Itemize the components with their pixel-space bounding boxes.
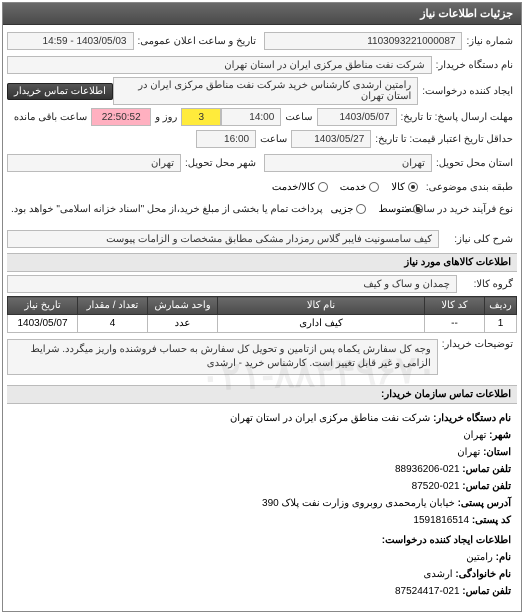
deadline-time: 14:00: [221, 108, 281, 126]
goods-group-label: گروه کالا:: [457, 279, 517, 290]
table-header-row: ردیف کد کالا نام کالا واحد شمارش تعداد /…: [8, 297, 517, 315]
panel-title: جزئیات اطلاعات نیاز: [3, 3, 521, 25]
creator-label: ایجاد کننده درخواست:: [418, 86, 517, 97]
name-v: رامتین: [466, 552, 493, 563]
delivery-province: تهران: [264, 154, 432, 172]
subject-group-label: طبقه بندی موضوعی:: [422, 182, 517, 193]
pub-value: 1403/05/03 - 14:59: [7, 32, 134, 50]
remain-time: 22:50:52: [91, 108, 151, 126]
td-rowno: 1: [485, 315, 517, 333]
fax-v: 021-87520: [412, 481, 460, 492]
radio-kala-khedmat-label: کالا/خدمت: [272, 182, 315, 193]
td-code: --: [425, 315, 485, 333]
niaz-no-label: شماره نیاز:: [462, 36, 517, 47]
th-date: تاریخ نیاز: [8, 297, 78, 315]
buyer-desc-label: توضیحات خریدار:: [438, 339, 517, 350]
radio-motavaset[interactable]: [413, 204, 423, 214]
validity-label: حداقل تاریخ اعتبار قیمت: تا تاریخ:: [371, 134, 517, 145]
contact-section: نام دستگاه خریدار: شرکت نفت مناطق مرکزی …: [7, 404, 517, 607]
creator-field: رامتین ارشدی کارشناس خرید شرکت نفت مناطق…: [113, 77, 418, 105]
process-radios: متوسط جزیی: [327, 202, 427, 217]
province-v: تهران: [457, 447, 480, 458]
addr-k: آدرس پستی:: [458, 498, 511, 509]
family-v: ارشدی: [424, 569, 453, 580]
contact-section-title: اطلاعات تماس سازمان خریدار:: [7, 385, 517, 404]
validity-time: 16:00: [196, 130, 256, 148]
city-v: تهران: [463, 430, 486, 441]
goods-section-title: اطلاعات کالاهای مورد نیاز: [7, 253, 517, 272]
tel-k: تلفن تماس:: [462, 586, 511, 597]
delivery-province-label: استان محل تحویل:: [432, 158, 517, 169]
org-k: نام دستگاه خریدار:: [433, 413, 511, 424]
pub-label: تاریخ و ساعت اعلان عمومی:: [134, 36, 261, 47]
remain-days-label: روز و: [151, 112, 181, 123]
th-code: کد کالا: [425, 297, 485, 315]
th-qty: تعداد / مقدار: [78, 297, 148, 315]
req-creator-title: اطلاعات ایجاد کننده درخواست:: [13, 533, 511, 549]
post-v: 1591816514: [413, 515, 469, 526]
province-k: استان:: [483, 447, 511, 458]
fax-k: تلفن تماس:: [462, 481, 511, 492]
family-k: نام خانوادگی:: [455, 569, 511, 580]
th-name: نام کالا: [218, 297, 425, 315]
radio-jozi[interactable]: [356, 204, 366, 214]
delivery-city-label: شهر محل تحویل:: [181, 158, 260, 169]
niaz-details-panel: جزئیات اطلاعات نیاز شماره نیاز: 11030932…: [2, 2, 522, 612]
remain-days: 3: [181, 108, 221, 126]
radio-jozi-label: جزیی: [331, 204, 354, 215]
table-row[interactable]: 1 -- کیف اداری عدد 4 1403/05/07: [8, 315, 517, 333]
deadline-date: 1403/05/07: [317, 108, 397, 126]
radio-kala[interactable]: [408, 182, 418, 192]
td-qty: 4: [78, 315, 148, 333]
name-k: نام:: [496, 552, 511, 563]
goods-group-field: چمدان و ساک و کیف: [7, 275, 457, 293]
td-unit: عدد: [148, 315, 218, 333]
radio-motavaset-label: متوسط: [378, 204, 409, 215]
subject-group-radios: کالا خدمت کالا/خدمت: [268, 180, 422, 195]
buyer-contact-button[interactable]: اطلاعات تماس خریدار: [7, 83, 113, 100]
remain-suffix: ساعت باقی مانده: [10, 112, 91, 123]
addr-v: خیابان یارمحمدی روبروی وزارت نفت پلاک 39…: [262, 498, 455, 509]
deadline-time-label: ساعت: [281, 112, 316, 123]
radio-khedmat-label: خدمت: [340, 182, 367, 193]
org-v: شرکت نفت مناطق مرکزی ایران در استان تهرا…: [230, 413, 430, 424]
dastgah-field: شرکت نفت مناطق مرکزی ایران در استان تهرا…: [7, 56, 432, 74]
general-field: کیف سامسونیت فایبر گلاس رمزدار مشکی مطاب…: [7, 230, 439, 248]
phone-k: تلفن تماس:: [462, 464, 511, 475]
td-date: 1403/05/07: [8, 315, 78, 333]
validity-time-label: ساعت: [256, 134, 291, 145]
radio-khedmat[interactable]: [369, 182, 379, 192]
radio-kala-label: کالا: [391, 182, 405, 193]
dastgah-label: نام دستگاه خریدار:: [432, 60, 517, 71]
general-label: شرح کلی نیاز:: [439, 234, 517, 245]
td-name: کیف اداری: [218, 315, 425, 333]
tel-v: 021-87524417: [395, 586, 460, 597]
validity-date: 1403/05/27: [291, 130, 371, 148]
niaz-no-field: 1103093221000087: [264, 32, 462, 50]
process-label: نوع فرآیند خرید در سامانه:: [427, 204, 517, 215]
process-note: پرداخت تمام یا بخشی از مبلغ خرید،از محل …: [7, 204, 327, 215]
delivery-city: تهران: [7, 154, 181, 172]
th-rowno: ردیف: [485, 297, 517, 315]
phone-v: 021-88936206: [395, 464, 460, 475]
post-k: کد پستی:: [472, 515, 511, 526]
buyer-desc-field: وجه کل سفارش یکماه پس ازتامین و تحویل کل…: [7, 339, 438, 375]
radio-kala-khedmat[interactable]: [318, 182, 328, 192]
deadline-label: مهلت ارسال پاسخ: تا تاریخ:: [397, 112, 517, 123]
city-k: شهر:: [489, 430, 511, 441]
th-unit: واحد شمارش: [148, 297, 218, 315]
goods-table: ردیف کد کالا نام کالا واحد شمارش تعداد /…: [7, 296, 517, 333]
panel-body: شماره نیاز: 1103093221000087 تاریخ و ساع…: [3, 25, 521, 611]
